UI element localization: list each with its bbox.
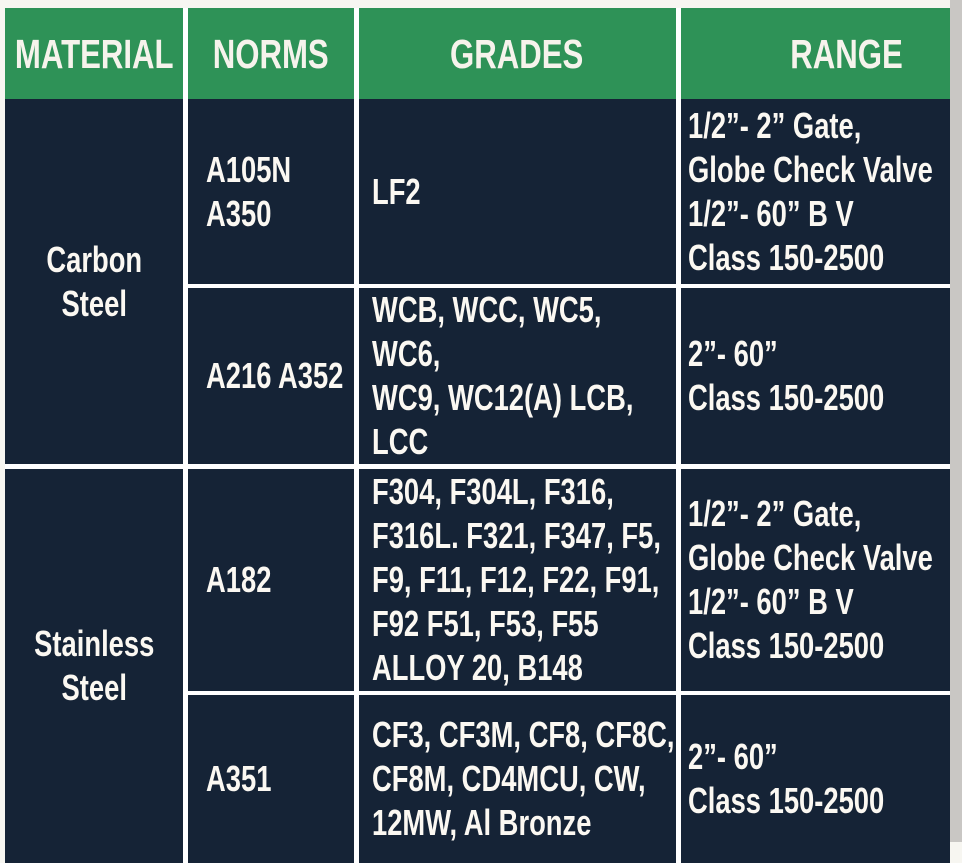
grades-value: LF2 xyxy=(371,170,421,212)
norms-value: A351 xyxy=(205,757,271,799)
col-header-range-label: RANGE xyxy=(789,30,903,77)
materials-spec-table: MATERIAL NORMS GRADES RANGE Carbon Steel… xyxy=(5,8,950,863)
table-row-stainless-1: Stainless Steel A182 F304, F304L, F316, … xyxy=(5,464,950,863)
cell-norms: A351 xyxy=(182,690,356,863)
header-row: MATERIAL NORMS GRADES RANGE xyxy=(5,8,950,99)
col-header-material-label: MATERIAL xyxy=(14,30,174,77)
cell-range: 2”- 60” Class 150-2500 xyxy=(675,284,950,467)
material-label: Stainless Steel xyxy=(33,622,154,708)
col-header-grades-label: GRADES xyxy=(450,30,584,77)
grades-value: CF3, CF3M, CF8, CF8C, CF8M, CD4MCU, CW, … xyxy=(371,713,675,843)
col-header-material: MATERIAL xyxy=(5,8,185,99)
col-header-norms: NORMS xyxy=(182,8,356,99)
range-value: 1/2”- 2” Gate, Globe Check Valve 1/2”- 6… xyxy=(687,104,933,278)
cell-norms: A105N A350 xyxy=(182,99,356,286)
cell-grades: LF2 xyxy=(353,99,678,286)
col-header-grades: GRADES xyxy=(353,8,678,99)
cell-material-carbon-steel: Carbon Steel xyxy=(5,99,185,467)
col-header-range: RANGE xyxy=(675,8,950,99)
cell-grades: CF3, CF3M, CF8, CF8C, CF8M, CD4MCU, CW, … xyxy=(353,690,678,863)
cell-grades: WCB, WCC, WC5, WC6, WC9, WC12(A) LCB, LC… xyxy=(353,284,678,467)
page-right-gutter xyxy=(950,0,962,842)
norms-value: A216 A352 xyxy=(205,355,343,396)
table-row-carbon-2: A216 A352 WCB, WCC, WC5, WC6, WC9, WC12(… xyxy=(5,284,950,467)
cell-range: 1/2”- 2” Gate, Globe Check Valve 1/2”- 6… xyxy=(675,464,950,693)
range-value: 2”- 60” Class 150-2500 xyxy=(687,735,884,821)
grades-value: WCB, WCC, WC5, WC6, WC9, WC12(A) LCB, LC… xyxy=(371,289,633,462)
table-row-stainless-2: A351 CF3, CF3M, CF8, CF8C, CF8M, CD4MCU,… xyxy=(5,690,950,863)
grades-value: F304, F304L, F316, F316L. F321, F347, F5… xyxy=(371,470,661,688)
range-value: 2”- 60” Class 150-2500 xyxy=(687,333,884,418)
cell-grades: F304, F304L, F316, F316L. F321, F347, F5… xyxy=(353,464,678,693)
cell-norms: A182 xyxy=(182,464,356,693)
catalog-page: MATERIAL NORMS GRADES RANGE Carbon Steel… xyxy=(5,0,962,863)
table-row-carbon-1: Carbon Steel A105N A350 LF2 1/2”- 2” Gat… xyxy=(5,99,950,467)
range-value: 1/2”- 2” Gate, Globe Check Valve 1/2”- 6… xyxy=(687,492,933,666)
cell-material-stainless-steel: Stainless Steel xyxy=(5,464,185,863)
cell-norms: A216 A352 xyxy=(182,284,356,467)
norms-value: A182 xyxy=(205,558,271,600)
material-label: Carbon Steel xyxy=(45,238,142,324)
norms-value: A105N A350 xyxy=(205,148,291,234)
cell-range: 1/2”- 2” Gate, Globe Check Valve 1/2”- 6… xyxy=(675,99,950,286)
col-header-norms-label: NORMS xyxy=(212,30,329,77)
cell-range: 2”- 60” Class 150-2500 xyxy=(675,690,950,863)
